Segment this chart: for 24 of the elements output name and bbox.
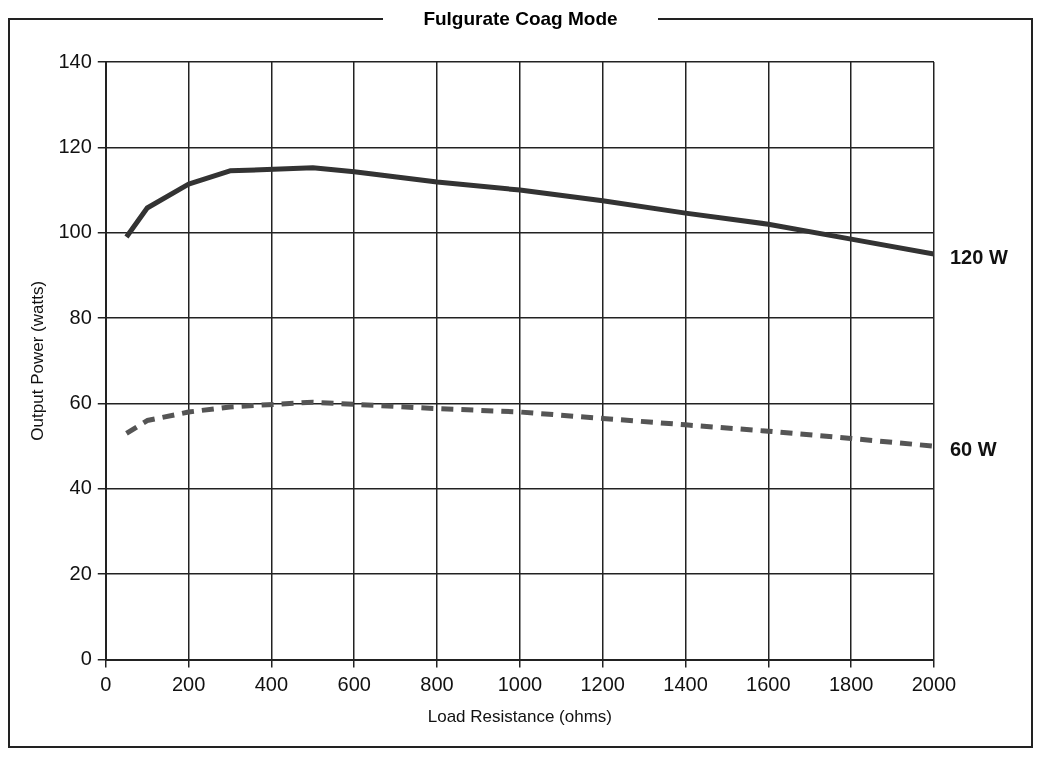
series-label: 60 W [950, 437, 997, 460]
y-tick-label: 80 [69, 305, 92, 328]
x-tick-label: 1000 [497, 673, 543, 696]
x-tick-label: 200 [171, 673, 206, 696]
x-tick-label: 400 [254, 673, 289, 696]
series-label: 120 W [950, 245, 1008, 268]
y-tick-label: 120 [58, 134, 92, 157]
x-tick-label: 800 [420, 673, 454, 696]
x-tick-label: 2000 [911, 673, 957, 696]
y-axis-title: Output Power (watts) [27, 280, 47, 441]
x-tick-label: 1800 [828, 673, 874, 696]
chart-title: Fulgurate Coag Mode [383, 8, 658, 29]
x-tick-label: 600 [337, 673, 371, 696]
y-tick-label: 40 [69, 476, 92, 499]
x-tick-label: 1200 [580, 673, 625, 696]
y-tick-label: 140 [58, 49, 92, 72]
y-tick-label: 60 [69, 391, 92, 413]
y-tick-label: 100 [58, 220, 92, 243]
x-tick-label: 0 [100, 673, 112, 696]
y-tick-label: 0 [80, 647, 92, 670]
x-tick-label: 1400 [663, 673, 708, 696]
x-axis-title: Load Resistance (ohms) [427, 707, 613, 727]
y-tick-label: 20 [69, 561, 92, 584]
x-tick-label: 1600 [746, 673, 791, 696]
